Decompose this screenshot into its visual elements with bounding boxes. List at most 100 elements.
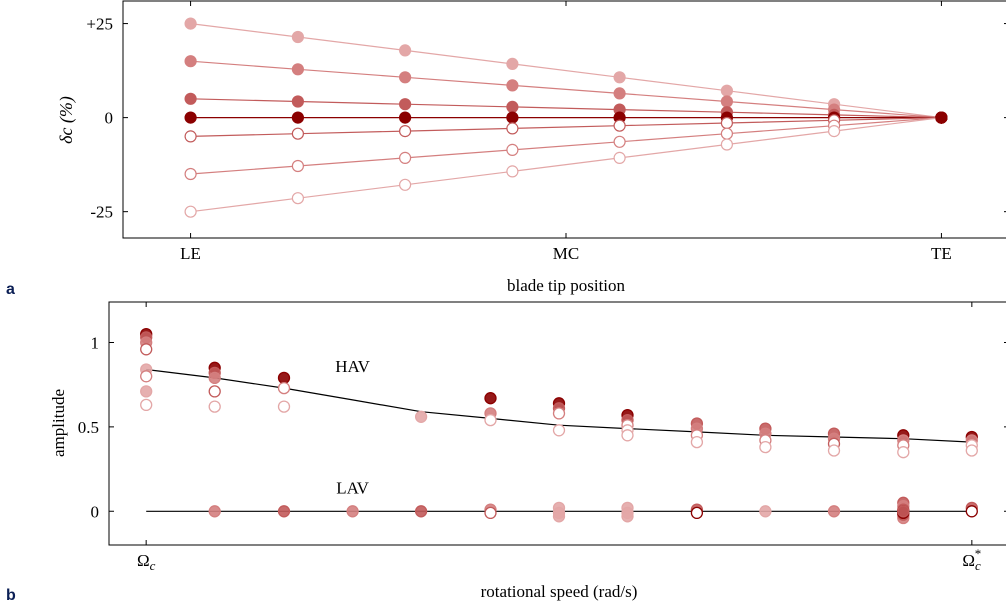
panel-b-x-tick-label-1: Ωc* <box>962 546 981 573</box>
panel-a-series-4-point-2 <box>399 125 412 138</box>
panel-a-series-group <box>184 17 948 218</box>
panel-a-series-line-1 <box>190 60 942 119</box>
panel-a-series-6-point-7 <box>935 111 948 124</box>
panel-a-series-1-point-1 <box>291 63 304 76</box>
panel-a-series-2-point-1 <box>291 95 304 108</box>
panel-b-annotation-lav: LAV <box>336 479 369 498</box>
panel-a-chart: LE MC TE +25 0 -25 blade tip position δc (%)… <box>6 0 1006 298</box>
hav-point-3 <box>140 343 153 356</box>
panel-b-y-tick-label-0: 0 <box>91 502 100 521</box>
panel-a-series-3-point-3 <box>506 111 519 124</box>
panel-a-series-3-point-1 <box>291 111 304 124</box>
panel-a-y-ticks: +25 0 -25 <box>86 15 1006 222</box>
lav-point-11 <box>621 510 634 523</box>
panel-a-series-1-point-4 <box>613 87 626 100</box>
panel-a-series-line-0 <box>190 23 942 119</box>
panel-a-y-tick-label-0: +25 <box>86 15 113 34</box>
hav-point-32 <box>690 435 704 449</box>
panel-b-model-curves <box>146 368 972 512</box>
panel-a-series-5-point-3 <box>506 143 519 156</box>
panel-a-series-3-point-2 <box>399 111 412 124</box>
lav-point-3 <box>414 505 428 518</box>
panel-a-series-6-point-0 <box>184 205 197 218</box>
lav-point-25 <box>897 505 910 518</box>
panel-b-y-tick-label-2: 1 <box>91 334 100 353</box>
panel-b-x-tick-label-0: Ωc <box>137 551 156 573</box>
panel-a-letter: a <box>6 281 15 298</box>
panel-a-series-4-point-0 <box>184 130 197 143</box>
lav-point-5 <box>484 506 497 520</box>
panel-a-series-6-point-3 <box>506 165 519 178</box>
hav-point-36 <box>759 440 772 454</box>
panel-b-letter: b <box>6 587 16 602</box>
panel-a-x-tick-label-2: TE <box>931 244 952 263</box>
panel-b-x-axis-label: rotational speed (rad/s) <box>481 582 638 601</box>
lav-point-8 <box>552 510 566 523</box>
hav-point-44 <box>897 446 910 459</box>
panel-a-x-axis-label: blade tip position <box>507 276 626 295</box>
panel-a-series-0-point-3 <box>506 57 519 71</box>
hav-point-5 <box>140 370 153 383</box>
panel-a-series-1-point-3 <box>506 79 519 92</box>
panel-a-series-line-6 <box>190 117 942 213</box>
panel-a-series-0-point-1 <box>291 30 304 44</box>
panel-b-y-ticks: 00.51 <box>78 334 1006 521</box>
panel-a-series-4-point-1 <box>291 127 304 140</box>
panel-a-x-ticks: LE MC TE <box>180 1 952 263</box>
panel-a-series-3-point-0 <box>184 111 197 124</box>
hav-point-13 <box>277 371 291 385</box>
panel-a-series-line-2 <box>190 98 942 119</box>
panel-b-x-ticks: Ωc Ωc* <box>137 302 981 573</box>
panel-a-series-6-point-2 <box>399 178 412 191</box>
panel-b-y-axis-label: amplitude <box>49 389 68 457</box>
panel-a-series-0-point-0 <box>184 17 197 30</box>
panel-a-x-tick-label-1: MC <box>553 244 579 263</box>
lav-point-1 <box>277 505 291 518</box>
hav-point-22 <box>552 407 566 420</box>
lav-point-2 <box>346 505 359 518</box>
panel-a-series-2-point-0 <box>184 92 197 105</box>
lav-point-15 <box>827 505 841 518</box>
panel-a-series-1-point-0 <box>184 55 197 68</box>
panel-b-annotations: HAV LAV <box>335 357 370 498</box>
lav-point-0 <box>208 505 221 518</box>
panel-a-series-0-point-4 <box>613 71 626 84</box>
panel-a-series-6-point-4 <box>613 151 626 164</box>
hav-point-19 <box>484 413 497 427</box>
panel-a-series-5-point-1 <box>291 159 304 173</box>
panel-a-series-6-point-6 <box>827 125 841 138</box>
panel-a-series-6-point-5 <box>720 138 734 151</box>
panel-a-series-2-point-2 <box>399 98 412 111</box>
lav-point-13 <box>690 506 704 520</box>
lav-point-27 <box>965 505 978 518</box>
hav-point-23 <box>552 424 566 437</box>
panel-a-series-line-4 <box>190 117 942 137</box>
panel-a-series-5-point-5 <box>720 127 734 140</box>
panel-b-y-tick-label-1: 0.5 <box>78 418 99 437</box>
panel-a-series-4-point-5 <box>720 116 734 130</box>
hav-point-12 <box>208 400 221 413</box>
panel-b-plot-frame <box>108 301 1006 546</box>
panel-a-series-4-point-3 <box>506 122 519 135</box>
panel-a-series-1-point-2 <box>399 71 412 84</box>
hav-point-17 <box>484 392 497 405</box>
lav-point-14 <box>759 505 772 518</box>
hav-point-6 <box>140 385 153 398</box>
hav-point-15 <box>277 400 291 413</box>
hav-point-40 <box>827 444 841 457</box>
panel-a-series-4-point-4 <box>613 119 626 132</box>
panel-a-y-tick-label-2: -25 <box>90 203 113 222</box>
hav-point-7 <box>140 398 153 412</box>
panel-a-series-0-point-5 <box>720 84 734 97</box>
panel-a-y-axis-label: δc (%) <box>56 96 77 144</box>
panel-a-series-5-point-0 <box>184 167 197 181</box>
hav-point-14 <box>277 381 291 395</box>
panel-a-series-2-point-3 <box>506 100 519 114</box>
hav-point-16 <box>414 410 428 423</box>
hav-point-11 <box>208 385 221 398</box>
panel-a-series-5-point-2 <box>399 151 412 164</box>
panel-a-series-0-point-2 <box>399 44 412 57</box>
